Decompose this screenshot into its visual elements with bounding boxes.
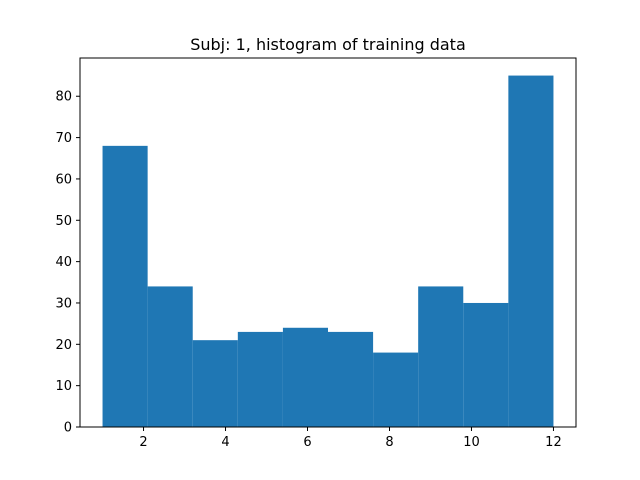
histogram-bar-4 xyxy=(237,331,283,427)
histogram-bar-7 xyxy=(373,352,419,427)
chart-title: Subj: 1, histogram of training data xyxy=(190,35,466,54)
bars-group xyxy=(102,75,554,428)
histogram-bar-5 xyxy=(282,327,328,427)
histogram-bar-9 xyxy=(463,302,509,427)
histogram-bar-6 xyxy=(328,331,374,427)
x-tick-label: 8 xyxy=(385,435,393,450)
y-tick-label: 40 xyxy=(55,255,72,270)
x-tick-label: 2 xyxy=(139,435,147,450)
x-tick-label: 12 xyxy=(545,435,562,450)
histogram-bar-2 xyxy=(147,286,193,427)
y-tick-label: 60 xyxy=(55,172,72,187)
x-axis: 2 4 6 8 10 12 xyxy=(139,427,562,450)
y-tick-label: 0 xyxy=(64,421,72,436)
y-tick-label: 50 xyxy=(55,214,72,229)
histogram-bar-1 xyxy=(102,145,148,427)
y-tick-label: 10 xyxy=(55,379,72,394)
x-tick-label: 4 xyxy=(221,435,229,450)
y-tick-label: 80 xyxy=(55,90,72,105)
histogram-bar-10 xyxy=(508,75,554,428)
y-tick-label: 30 xyxy=(55,296,72,311)
y-tick-label: 70 xyxy=(55,131,72,146)
plot-frame xyxy=(79,57,577,428)
y-tick-label: 20 xyxy=(55,338,72,353)
x-tick-label: 10 xyxy=(463,435,480,450)
y-axis: 0 10 20 30 40 50 60 70 80 xyxy=(55,90,80,436)
histogram-bar-8 xyxy=(418,286,464,427)
x-tick-label: 6 xyxy=(303,435,311,450)
histogram-bar-3 xyxy=(192,340,238,427)
